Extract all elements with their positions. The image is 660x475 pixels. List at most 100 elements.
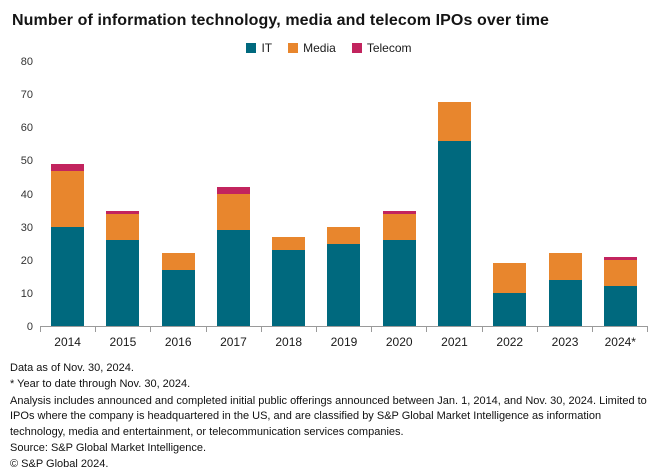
y-axis-label-70: 70 bbox=[20, 89, 33, 102]
chart-area: 0 10 20 30 40 50 60 70 80 2014 2015 2016 2017 2018 20… bbox=[10, 56, 649, 349]
x-tick-2024 bbox=[591, 327, 649, 332]
x-tick-2014 bbox=[40, 327, 95, 332]
bar-slot-2022 bbox=[482, 62, 537, 326]
bar-slot-2018 bbox=[261, 62, 316, 326]
x-label-2015: 2015 bbox=[109, 335, 137, 349]
bar-2020 bbox=[382, 62, 416, 326]
bar-slot-2016 bbox=[151, 62, 206, 326]
bar-2014 bbox=[51, 62, 85, 326]
bar-segment-it-2015 bbox=[106, 240, 140, 326]
bar-slot-2020 bbox=[372, 62, 427, 326]
y-axis-label-50: 50 bbox=[20, 155, 33, 168]
x-label-2014: 2014 bbox=[54, 335, 81, 349]
bar-2023 bbox=[548, 62, 582, 326]
bar-segment-media-2016 bbox=[161, 253, 195, 270]
bar-slot-2017 bbox=[206, 62, 261, 326]
x-label-2020: 2020 bbox=[385, 335, 413, 349]
x-tick-2022 bbox=[481, 327, 537, 332]
footnote-data-as-of: Data as of Nov. 30, 2024. bbox=[10, 362, 134, 374]
bar-segment-media-2015 bbox=[106, 213, 140, 241]
bar-segment-media-2014 bbox=[51, 170, 85, 227]
x-label-2017: 2017 bbox=[220, 335, 247, 349]
x-label-2023: 2023 bbox=[551, 335, 579, 349]
x-tick-2016 bbox=[150, 327, 205, 332]
bar-2021 bbox=[437, 62, 471, 326]
y-axis: 0 10 20 30 40 50 60 70 80 bbox=[10, 56, 40, 333]
bar-segment-it-2022 bbox=[493, 293, 527, 326]
bar-segment-it-2016 bbox=[161, 269, 195, 326]
x-tick-2015 bbox=[95, 327, 150, 332]
x-tick-2020 bbox=[371, 327, 426, 332]
bar-segment-media-2021 bbox=[437, 101, 471, 142]
bar-2019 bbox=[327, 62, 361, 326]
legend-label-media: Media bbox=[303, 41, 336, 55]
legend: IT Media Telecom bbox=[10, 40, 648, 56]
plot-area bbox=[40, 62, 648, 327]
bar-segment-telecom-2014 bbox=[51, 164, 85, 171]
x-label-2022: 2022 bbox=[496, 335, 524, 349]
bar-2022 bbox=[493, 62, 527, 326]
x-label-2024: 2024* bbox=[604, 335, 636, 349]
bar-segment-media-2017 bbox=[216, 194, 250, 231]
y-axis-label-80: 80 bbox=[20, 56, 33, 68]
legend-swatch-it bbox=[246, 43, 257, 53]
bar-segment-media-2023 bbox=[548, 253, 582, 280]
bar-2024 bbox=[603, 62, 637, 326]
legend-label-telecom: Telecom bbox=[366, 41, 412, 55]
bar-segment-media-2018 bbox=[272, 236, 306, 251]
x-label-2021: 2021 bbox=[441, 335, 468, 349]
bar-segment-telecom-2015 bbox=[106, 210, 140, 214]
bar-segment-telecom-2020 bbox=[382, 210, 416, 214]
bar-segment-it-2020 bbox=[382, 240, 416, 326]
bar-segment-it-2024 bbox=[603, 286, 637, 326]
bar-2018 bbox=[272, 62, 306, 326]
bar-segment-media-2024 bbox=[603, 260, 637, 287]
x-tick-2019 bbox=[315, 327, 371, 332]
legend-item-media: Media bbox=[288, 41, 336, 55]
bar-slot-2014 bbox=[40, 62, 95, 326]
x-axis-labels: 2014 2015 2016 2017 2018 2019 2020 2021 2022 2023… bbox=[40, 335, 648, 349]
y-axis-label-10: 10 bbox=[20, 287, 33, 300]
bar-segment-it-2018 bbox=[272, 250, 306, 326]
x-label-2019: 2019 bbox=[330, 335, 358, 349]
footnote-source: Source: S&P Global Market Intelligence. bbox=[10, 441, 207, 454]
bar-segment-media-2022 bbox=[493, 263, 527, 293]
x-tick-2021 bbox=[426, 327, 481, 332]
plot-column: 2014 2015 2016 2017 2018 2019 2020 2021 2022 2023… bbox=[40, 62, 649, 349]
bar-segment-it-2021 bbox=[437, 141, 471, 326]
y-axis-label-40: 40 bbox=[20, 188, 33, 201]
footnote-copyright: © S&P Global 2024. bbox=[10, 458, 109, 471]
y-axis-label-30: 30 bbox=[20, 221, 33, 234]
bar-2015 bbox=[106, 62, 140, 326]
legend-swatch-media bbox=[288, 43, 299, 53]
bar-segment-it-2019 bbox=[327, 243, 361, 326]
legend-item-it: IT bbox=[246, 41, 272, 55]
bar-segment-media-2019 bbox=[327, 227, 361, 244]
bar-2016 bbox=[161, 62, 195, 326]
bar-segment-telecom-2017 bbox=[216, 187, 250, 195]
legend-swatch-telecom bbox=[351, 43, 362, 53]
bar-segment-media-2020 bbox=[382, 213, 416, 241]
bar-slot-2015 bbox=[95, 62, 150, 326]
footnote-ytd: * Year to date through Nov. 30, 2024. bbox=[10, 378, 191, 391]
footnote-analysis: Analysis includes announced and complete… bbox=[10, 394, 647, 438]
chart-title: Number of information technology, media … bbox=[12, 12, 550, 29]
bar-segment-it-2017 bbox=[216, 230, 250, 326]
x-tick-2018 bbox=[260, 327, 316, 332]
bar-slot-2024 bbox=[593, 62, 648, 326]
y-axis-label-60: 60 bbox=[20, 122, 33, 135]
y-axis-label-0: 0 bbox=[26, 321, 33, 333]
bar-segment-it-2014 bbox=[51, 227, 85, 326]
x-label-2016: 2016 bbox=[164, 335, 192, 349]
x-tick-2023 bbox=[536, 327, 592, 332]
bar-segment-it-2023 bbox=[548, 279, 582, 326]
bar-slot-2023 bbox=[537, 62, 592, 326]
legend-item-telecom: Telecom bbox=[351, 41, 412, 55]
x-axis-ticks bbox=[40, 327, 649, 332]
y-axis-label-20: 20 bbox=[20, 254, 33, 267]
bar-segment-telecom-2024 bbox=[603, 256, 637, 261]
legend-label-it: IT bbox=[261, 41, 273, 55]
bar-slot-2021 bbox=[427, 62, 482, 326]
x-tick-2017 bbox=[205, 327, 261, 332]
